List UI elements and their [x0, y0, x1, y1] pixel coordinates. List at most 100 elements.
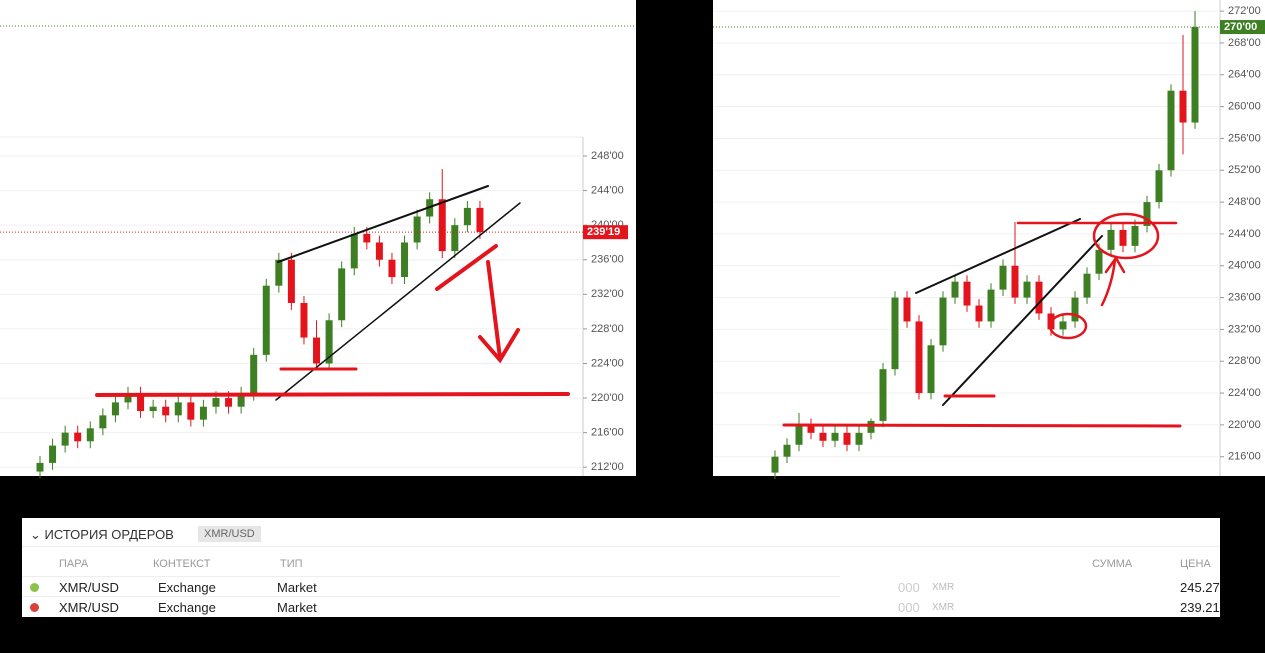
candle-body — [1143, 202, 1151, 226]
candle-body — [300, 302, 308, 338]
candle-body — [275, 259, 283, 286]
candle-body — [463, 207, 471, 226]
candle-body — [325, 320, 333, 364]
y-tick-label: 228'00 — [591, 323, 624, 335]
candle-body — [61, 432, 69, 446]
candle-body — [363, 233, 371, 243]
amount: 000 — [898, 580, 920, 595]
candle-body — [162, 406, 170, 416]
unit: XMR — [932, 582, 955, 593]
candle-body — [1083, 273, 1091, 298]
candle-body — [987, 289, 995, 322]
candle-body — [1095, 249, 1103, 274]
candle-body — [999, 265, 1007, 290]
divider — [22, 546, 1220, 547]
y-tick-label: 264'00 — [1228, 69, 1261, 81]
candle-body — [855, 432, 863, 445]
candle-body — [939, 297, 947, 346]
candle-body — [819, 432, 827, 441]
filter-tag[interactable]: XMR/USD — [198, 526, 261, 542]
candle-body — [867, 420, 875, 433]
y-tick-label: 224'00 — [591, 357, 624, 369]
y-tick-label: 216'00 — [1228, 451, 1261, 463]
candle-body — [1059, 321, 1067, 330]
column-header: ТИП — [280, 558, 303, 570]
candle-body — [1191, 27, 1199, 123]
pair: XMR/USD — [59, 580, 119, 595]
column-header: ПАРА — [59, 558, 89, 570]
y-tick-label: 256'00 — [1228, 132, 1261, 144]
candle-body — [262, 285, 270, 355]
candle-body — [1167, 90, 1175, 171]
candle-body — [438, 199, 446, 252]
candle-body — [1107, 229, 1115, 250]
candle-body — [99, 415, 107, 429]
candle-body — [891, 297, 899, 370]
status-dot — [30, 603, 39, 612]
candle-body — [401, 242, 409, 278]
candle-body — [187, 402, 195, 420]
candle-body — [1023, 281, 1031, 298]
candle-body — [350, 233, 358, 269]
candle-body — [1071, 297, 1079, 322]
candle-body — [1011, 265, 1019, 298]
annotations — [95, 185, 1182, 428]
panel-title[interactable]: ⌄ ИСТОРИЯ ОРДЕРОВ — [30, 527, 174, 542]
title: ИСТОРИЯ ОРДЕРОВ — [44, 527, 174, 542]
candle-body — [783, 444, 791, 457]
y-tick-label: 224'00 — [1228, 387, 1261, 399]
last-price-label: 239'19 — [587, 226, 620, 238]
candle-body — [903, 297, 911, 322]
candle-body — [375, 242, 383, 260]
candle-body — [1131, 225, 1139, 246]
candle-body — [831, 432, 839, 441]
candle-body — [951, 281, 959, 298]
last-price-label: 270'00 — [1224, 21, 1257, 33]
candle-body — [927, 345, 935, 394]
y-tick-label: 220'00 — [591, 392, 624, 404]
y-tick-label: 244'00 — [591, 185, 624, 197]
y-tick-label: 248'00 — [591, 150, 624, 162]
type: Market — [277, 580, 317, 595]
candle-body — [49, 445, 57, 463]
candle-body — [879, 369, 887, 421]
candle-body — [149, 406, 157, 412]
candle-body — [915, 321, 923, 394]
y-tick-label: 260'00 — [1228, 101, 1261, 113]
charts: 248'00 244'00 240'00 236'00 232'00 228'00 224'… — [0, 0, 1265, 479]
unit: XMR — [932, 602, 955, 613]
candle-body — [137, 393, 145, 412]
candle-body — [771, 456, 779, 473]
candle-body — [111, 402, 119, 416]
y-tick-label: 252'00 — [1228, 164, 1261, 176]
candle-body — [287, 259, 295, 303]
candle-body — [843, 432, 851, 445]
candle-body — [237, 393, 245, 407]
column-header: ЦЕНА — [1180, 558, 1211, 570]
left-window — [0, 0, 636, 476]
type: Market — [277, 600, 317, 615]
candle-body — [476, 207, 484, 233]
row-line — [22, 596, 840, 597]
context: Exchange — [158, 600, 216, 615]
candle-body — [86, 428, 94, 442]
y-tick-label: 240'00 — [1228, 260, 1261, 272]
candle-body — [313, 337, 321, 364]
candle-body — [1035, 281, 1043, 314]
last-price-box — [583, 225, 628, 240]
y-tick-label: 236'00 — [1228, 291, 1261, 303]
y-tick-label: 272'00 — [1228, 5, 1261, 17]
candle-body — [1155, 170, 1163, 203]
y-tick-label: 212'00 — [591, 461, 624, 473]
candle-body — [36, 462, 44, 472]
candle-body — [174, 402, 182, 416]
y-tick-label: 228'00 — [1228, 355, 1261, 367]
amount: 000 — [898, 600, 920, 615]
candle-body — [795, 424, 803, 445]
candle-body — [1179, 90, 1187, 123]
pair: XMR/USD — [59, 600, 119, 615]
y-tick-label: 232'00 — [591, 288, 624, 300]
candle-body — [388, 259, 396, 278]
y-tick-label: 220'00 — [1228, 419, 1261, 431]
